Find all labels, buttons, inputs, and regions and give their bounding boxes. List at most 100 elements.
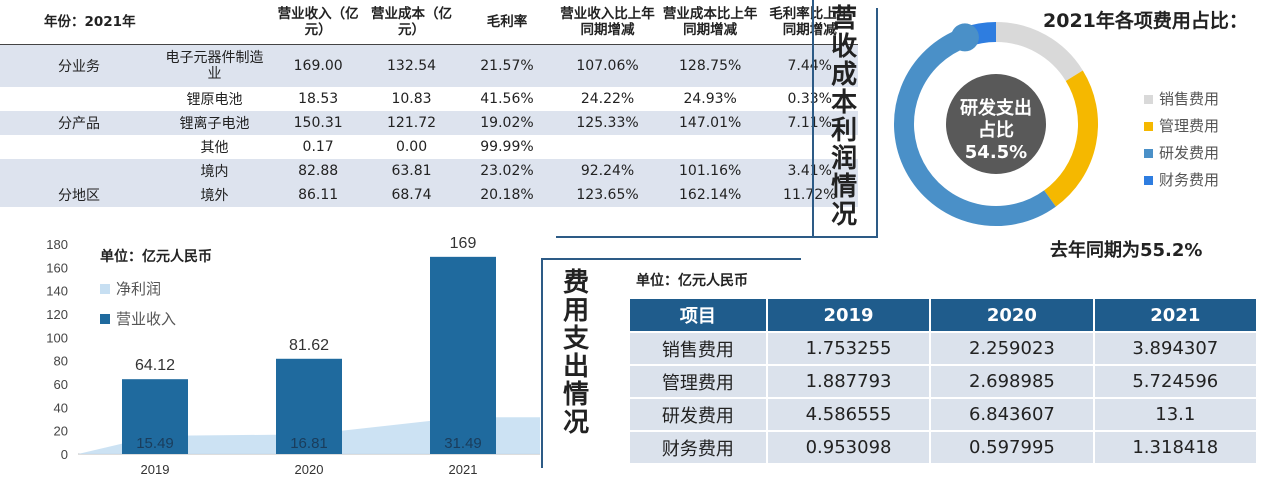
divider-line <box>556 236 878 238</box>
y-tick-label: 60 <box>54 377 68 392</box>
item-cell: 销售费用 <box>630 333 766 364</box>
y-tick-label: 80 <box>54 354 68 369</box>
table-row: 销售费用 1.753255 2.259023 3.894307 <box>630 333 1256 364</box>
y-tick-label: 120 <box>46 307 68 322</box>
table-row: 管理费用 1.887793 2.698985 5.724596 <box>630 366 1256 397</box>
margin-change-cell: 7.44% <box>761 44 858 87</box>
value-cell: 5.724596 <box>1094 366 1256 397</box>
margin-change-cell: 11.72% <box>761 183 858 207</box>
header-cost-change: 营业成本比上年同期增减 <box>658 0 762 45</box>
vertical-title-expense: 费用支出情况 <box>556 268 590 442</box>
group-label <box>0 87 158 111</box>
item-label: 锂离子电池 <box>158 111 271 135</box>
table-row: 研发费用 4.586555 6.843607 13.1 <box>630 399 1256 430</box>
revenue-table-header: 年份：2021年 营业收入（亿元） 营业成本（亿元） 毛利率 营业收入比上年同期… <box>0 0 858 45</box>
table-row: 分产品 锂离子电池 150.31 121.72 19.02% 125.33% 1… <box>0 111 858 135</box>
cost-change-cell: 24.93% <box>683 91 737 107</box>
revenue-cell: 82.88 <box>270 159 366 183</box>
donut-knob <box>950 23 979 52</box>
item-label: 境内 <box>158 159 271 183</box>
margin-change-cell: 7.11% <box>761 111 858 135</box>
revenue-cell: 18.53 <box>298 91 339 107</box>
cost-cell: 63.81 <box>365 159 458 183</box>
vertical-title-revenue: 营收成本利润情况 <box>826 4 857 234</box>
margin-cell: 21.57% <box>457 44 557 87</box>
donut-slice <box>995 22 1083 82</box>
vertical-title-text: 费用支出情况 <box>558 268 589 436</box>
table-row: 分业务 电子元器件制造业 169.00 132.54 21.57% 107.06… <box>0 44 858 87</box>
y-tick-label: 100 <box>46 330 68 345</box>
legend-swatch <box>1144 95 1153 104</box>
donut-legend: 销售费用 管理费用 研发费用 财务费用 <box>1144 86 1219 194</box>
y-tick-label: 140 <box>46 284 68 299</box>
expense-table-header: 项目 2019 2020 2021 <box>630 299 1256 331</box>
table-row: 境内 82.88 63.81 23.02% 92.24% 101.16% 3.4… <box>0 159 858 183</box>
header-rev-change: 营业收入比上年同期增减 <box>556 0 659 45</box>
x-tick-label: 2020 <box>295 462 324 477</box>
donut-slice <box>894 28 1056 226</box>
table-row: 财务费用 0.953098 0.597995 1.318418 <box>630 432 1256 463</box>
margin-cell: 41.56% <box>480 91 534 107</box>
header-cost: 营业成本（亿元） <box>365 0 458 45</box>
legend-label: 管理费用 <box>1159 117 1220 135</box>
group-label <box>0 159 159 183</box>
profit-data-label: 31.49 <box>444 435 482 452</box>
revenue-bar <box>430 256 496 454</box>
value-cell: 3.894307 <box>1094 333 1256 364</box>
donut-center-text: 研发支出占比 <box>960 98 1032 141</box>
cost-change-cell: 128.75% <box>658 44 762 87</box>
header-item: 项目 <box>630 299 766 331</box>
legend-item-revenue: 营业收入 <box>100 308 176 329</box>
y-tick-label: 20 <box>54 424 68 439</box>
legend-label: 净利润 <box>116 280 162 298</box>
revenue-data-label: 81.62 <box>289 337 329 354</box>
table-row: 分地区 境外 86.11 68.74 20.18% 123.65% 162.14… <box>0 183 858 207</box>
legend-swatch <box>100 314 110 324</box>
cost-change-cell <box>659 135 762 159</box>
legend-label: 研发费用 <box>1159 144 1220 162</box>
value-cell: 6.843607 <box>931 399 1093 430</box>
rev-change-cell <box>556 135 659 159</box>
y-tick-label: 40 <box>54 400 68 415</box>
margin-cell: 20.18% <box>457 183 557 207</box>
revenue-data-label: 64.12 <box>135 357 175 374</box>
legend-item-profit: 净利润 <box>100 278 161 299</box>
donut-title: 2021年各项费用占比： <box>1043 10 1248 32</box>
header-margin-change: 毛利率比上年同期增减 <box>761 0 858 45</box>
header-2021: 2021 <box>1094 299 1256 331</box>
cost-cell: 68.74 <box>365 183 458 207</box>
cost-cell: 132.54 <box>365 44 458 87</box>
value-cell: 1.318418 <box>1094 432 1256 463</box>
legend-item: 研发费用 <box>1144 140 1219 167</box>
item-label: 其他 <box>200 140 229 156</box>
group-label: 分地区 <box>0 183 159 207</box>
header-revenue: 营业收入（亿元） <box>270 0 366 45</box>
revenue-cell: 0.17 <box>302 139 334 155</box>
legend-label: 营业收入 <box>116 310 177 328</box>
vertical-title-text: 营收成本利润情况 <box>826 4 857 228</box>
value-cell: 13.1 <box>1094 399 1256 430</box>
group-label: 分产品 <box>0 111 159 135</box>
revenue-table: 年份：2021年 营业收入（亿元） 营业成本（亿元） 毛利率 营业收入比上年同期… <box>0 0 858 207</box>
expense-table: 项目 2019 2020 2021 销售费用 1.753255 2.259023… <box>628 297 1258 465</box>
divider-line <box>876 8 878 238</box>
item-cell: 财务费用 <box>630 432 766 463</box>
cost-change-cell: 101.16% <box>658 159 762 183</box>
item-label: 境外 <box>158 183 271 207</box>
margin-change-cell: 0.33% <box>787 91 832 107</box>
revenue-bar <box>276 358 342 454</box>
header-2020: 2020 <box>931 299 1093 331</box>
group-label: 分业务 <box>0 44 159 87</box>
value-cell: 2.698985 <box>931 366 1093 397</box>
group-label <box>0 135 158 159</box>
header-2019: 2019 <box>767 299 930 331</box>
revenue-cell: 86.11 <box>270 183 366 207</box>
item-label: 电子元器件制造业 <box>158 44 271 87</box>
y-tick-label: 0 <box>61 447 68 462</box>
revenue-bar <box>122 379 188 454</box>
item-cell: 管理费用 <box>630 366 766 397</box>
profit-data-label: 16.81 <box>290 435 328 452</box>
cost-change-cell: 162.14% <box>658 183 762 207</box>
table-row: 其他 0.17 0.00 99.99% <box>0 135 858 159</box>
margin-cell: 99.99% <box>480 139 534 155</box>
